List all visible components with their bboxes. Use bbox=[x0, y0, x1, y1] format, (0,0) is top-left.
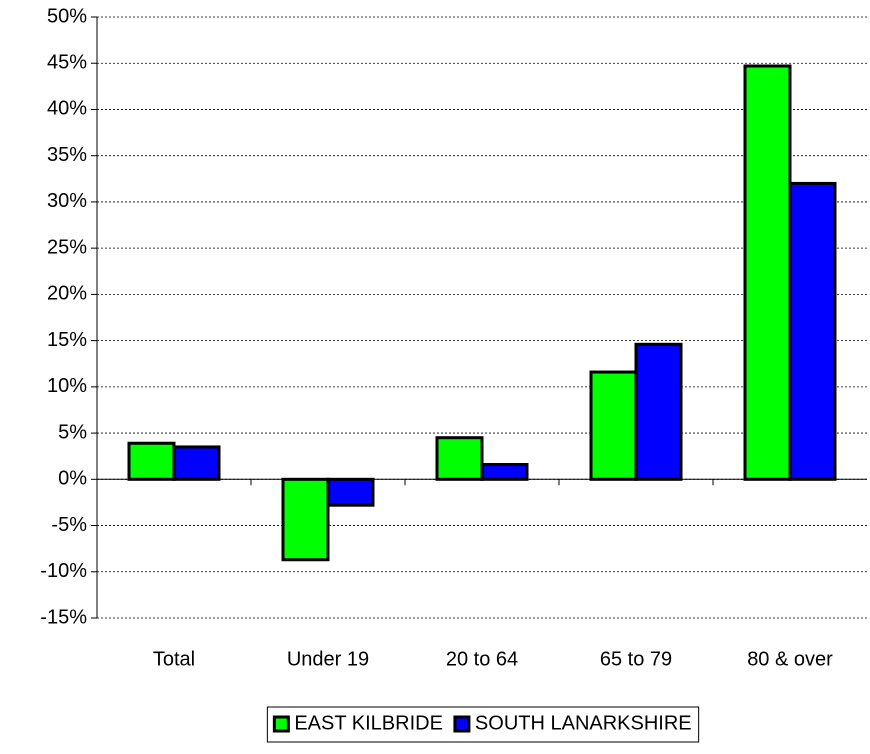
x-tick-label: 80 & over bbox=[747, 648, 833, 670]
y-tick-label: 0% bbox=[58, 468, 87, 490]
y-tick-label: 20% bbox=[47, 283, 87, 305]
y-tick-label: -10% bbox=[40, 560, 87, 582]
y-tick-label: 30% bbox=[47, 190, 87, 212]
bar bbox=[326, 477, 375, 507]
y-tick-label: 5% bbox=[58, 421, 87, 443]
y-tick-label: 25% bbox=[47, 236, 87, 258]
x-tick-label: Total bbox=[153, 648, 195, 670]
bar bbox=[281, 477, 330, 562]
bar bbox=[788, 181, 837, 481]
y-tick-label: 10% bbox=[47, 375, 87, 397]
bar bbox=[589, 370, 638, 481]
x-tick-label: 65 to 79 bbox=[600, 648, 672, 670]
y-tick-label: 15% bbox=[47, 329, 87, 351]
x-tick-label: 20 to 64 bbox=[446, 648, 518, 670]
y-tick-label: 50% bbox=[47, 5, 87, 27]
legend-label: EAST KILBRIDE bbox=[294, 712, 443, 734]
legend-swatch bbox=[453, 715, 471, 733]
y-tick-label: 40% bbox=[47, 98, 87, 120]
y-tick-label: 35% bbox=[47, 144, 87, 166]
legend-label: SOUTH LANARKSHIRE bbox=[475, 712, 692, 734]
bar bbox=[480, 463, 529, 481]
y-tick-label: 45% bbox=[47, 52, 87, 74]
bar bbox=[127, 441, 176, 481]
legend-swatch bbox=[272, 715, 290, 733]
legend-box bbox=[266, 706, 700, 743]
y-tick-label: -5% bbox=[51, 514, 87, 536]
bar bbox=[172, 445, 221, 481]
bar bbox=[435, 436, 484, 481]
x-tick-label: Under 19 bbox=[287, 648, 369, 670]
y-tick-label: -15% bbox=[40, 606, 87, 628]
bar bbox=[743, 64, 792, 481]
bar bbox=[634, 342, 683, 481]
